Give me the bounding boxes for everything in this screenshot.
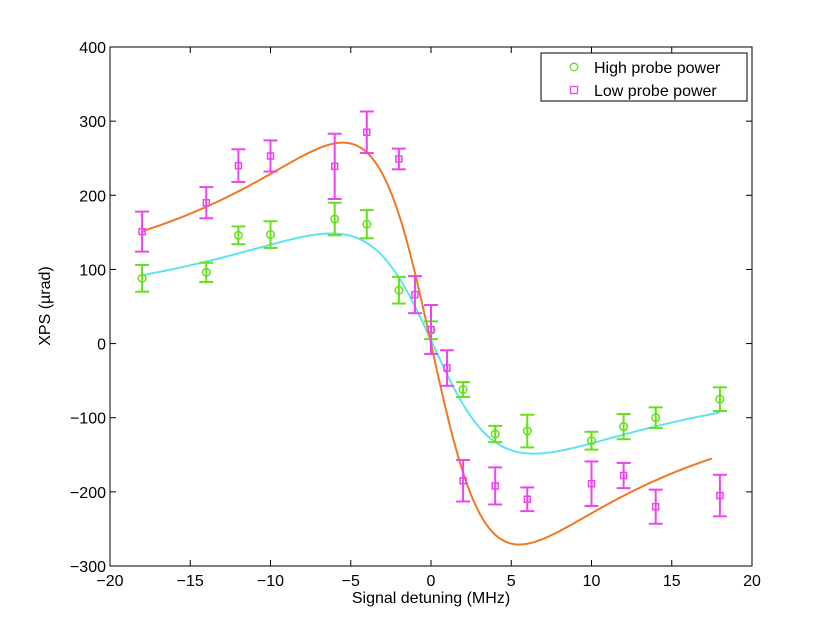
data-point-high-probe (619, 422, 629, 432)
x-tick-label: −15 (177, 573, 204, 590)
data-point-high-probe (265, 230, 276, 240)
data-point-low-probe (491, 482, 499, 490)
x-tick-label: 0 (427, 573, 436, 590)
y-tick-label: 100 (79, 262, 106, 279)
data-point-high-probe (651, 413, 661, 423)
data-point-high-probe (458, 384, 468, 395)
legend-label-low-probe: Low probe power (594, 83, 717, 100)
data-point-low-probe (395, 155, 403, 163)
data-point-high-probe (522, 426, 532, 436)
data-point-high-probe (490, 429, 500, 439)
y-axis-title: XPS (µrad) (37, 266, 54, 345)
data-point-high-probe (233, 230, 243, 240)
data-point-high-probe (330, 214, 340, 224)
data-point-low-probe (266, 152, 275, 160)
data-point-low-probe (651, 502, 660, 511)
data-point-low-probe (363, 128, 371, 137)
x-tick-label: 15 (663, 573, 681, 590)
data-point-low-probe (443, 364, 451, 372)
data-point-high-probe (201, 267, 211, 277)
data-point-low-probe (716, 491, 724, 500)
data-point-low-probe (138, 227, 146, 236)
data-point-low-probe (330, 162, 339, 171)
x-tick-label: 10 (583, 573, 601, 590)
data-point-low-probe (619, 471, 628, 480)
y-tick-label: −300 (70, 559, 106, 576)
x-tick-label: −20 (96, 573, 123, 590)
y-tick-label: 400 (79, 40, 106, 57)
data-point-high-probe (715, 394, 725, 404)
y-tick-label: 300 (79, 114, 106, 131)
legend-marker-low-probe (569, 85, 579, 95)
y-tick-label: −100 (70, 411, 106, 428)
data-point-high-probe (394, 285, 404, 295)
data-point-high-probe (586, 436, 597, 446)
x-axis-ticks: −20 −15 −10 −5 0 5 10 15 20 (96, 47, 761, 590)
x-tick-label: 20 (743, 573, 761, 590)
y-tick-label: 200 (79, 188, 106, 205)
legend-marker-high-probe (569, 62, 579, 72)
data-point-high-probe (137, 273, 147, 283)
y-tick-label: −200 (70, 485, 106, 502)
data-point-low-probe (411, 290, 419, 299)
legend-label-high-probe: High probe power (594, 60, 721, 77)
data-point-low-probe (234, 161, 243, 170)
y-tick-label: 0 (97, 337, 106, 354)
x-tick-label: 5 (507, 573, 516, 590)
x-tick-label: −10 (257, 573, 284, 590)
y-axis-ticks: −300 −200 −100 0 100 200 300 400 (70, 40, 752, 576)
data-point-low-probe (587, 479, 596, 488)
data-point-low-probe (427, 325, 435, 334)
x-tick-label: −5 (342, 573, 360, 590)
x-axis-title: Signal detuning (MHz) (352, 590, 510, 607)
error-bars (135, 110, 727, 525)
legend: High probe power Low probe power (540, 52, 748, 102)
data-markers (137, 128, 725, 511)
data-point-low-probe (523, 495, 532, 504)
data-point-low-probe (202, 198, 211, 207)
data-point-high-probe (362, 219, 372, 229)
fit-curve-low-probe (141, 141, 713, 546)
data-point-low-probe (459, 476, 467, 485)
